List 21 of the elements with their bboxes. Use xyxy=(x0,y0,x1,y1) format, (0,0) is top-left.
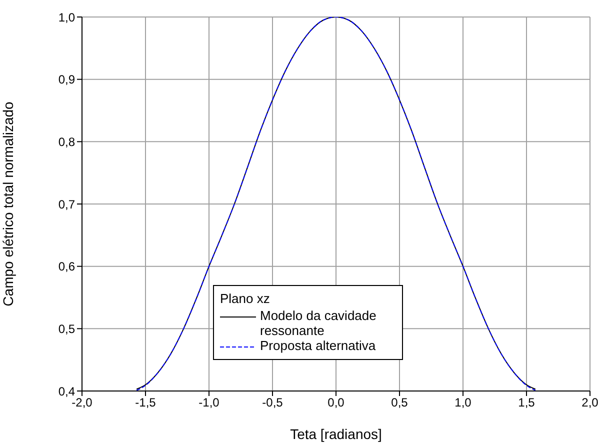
legend-label: Proposta alternativa xyxy=(260,338,377,353)
x-tick-label: 1,5 xyxy=(518,396,536,410)
y-tick-label: 0,7 xyxy=(58,197,76,212)
y-tick-label: 0,4 xyxy=(58,384,76,398)
x-tick-label: 2,0 xyxy=(582,396,598,410)
y-tick-label: 0,8 xyxy=(58,134,76,149)
y-tick-label: 0,9 xyxy=(58,72,76,87)
y-tick-label: 0,6 xyxy=(58,260,76,274)
x-tick-label: -0,5 xyxy=(262,396,284,410)
x-tick-label: 0,5 xyxy=(391,396,408,410)
legend-title: Plano xz xyxy=(220,291,271,306)
y-axis-title: Campo elétrico total normalizado xyxy=(0,101,16,306)
y-tick-label: 1,0 xyxy=(58,10,76,24)
x-tick-label: -2,0 xyxy=(72,396,93,410)
x-tick-label: -1,0 xyxy=(198,396,220,410)
x-tick-label: 0,0 xyxy=(328,396,345,410)
x-axis-title: Teta [radianos] xyxy=(290,426,382,442)
x-tick-label: -1,5 xyxy=(135,396,156,410)
legend-label: Modelo da cavidade ressonante xyxy=(260,308,378,338)
y-tick-label: 0,5 xyxy=(58,322,76,336)
x-tick-label: 1,0 xyxy=(454,396,472,410)
